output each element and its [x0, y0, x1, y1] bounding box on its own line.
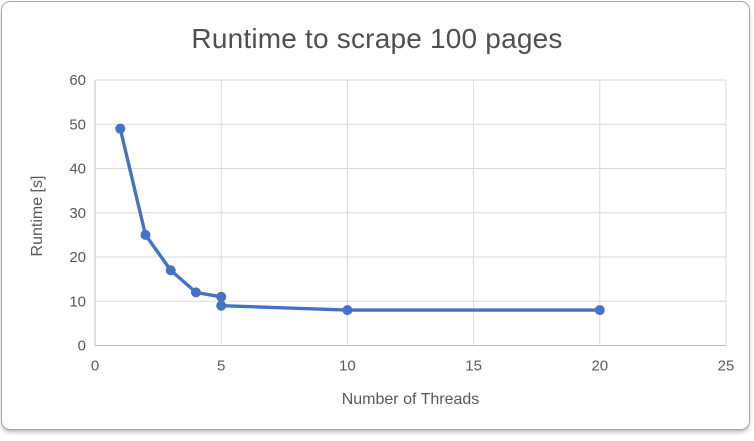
- data-point: [216, 291, 227, 302]
- data-point: [190, 287, 201, 298]
- x-tick-label: 0: [91, 358, 99, 375]
- y-tick-label: 0: [78, 338, 86, 355]
- x-tick-label: 5: [217, 358, 225, 375]
- data-point: [140, 229, 151, 240]
- x-tick-label: 20: [591, 358, 608, 375]
- chart-card: [1, 1, 750, 430]
- data-point: [115, 123, 126, 134]
- y-tick-label: 60: [69, 72, 86, 89]
- data-point: [594, 305, 605, 316]
- data-point: [165, 265, 176, 276]
- y-tick-label: 10: [69, 293, 86, 310]
- y-tick-label: 50: [69, 116, 86, 133]
- y-tick-label: 40: [69, 161, 86, 178]
- x-tick-label: 10: [339, 358, 356, 375]
- x-tick-label: 25: [718, 358, 735, 375]
- y-tick-label: 30: [69, 205, 86, 222]
- x-tick-label: 15: [465, 358, 482, 375]
- x-axis-title: Number of Threads: [341, 391, 480, 408]
- data-point: [216, 300, 227, 311]
- data-point: [342, 305, 353, 316]
- series-line: [118, 126, 602, 312]
- y-tick-label: 20: [69, 249, 86, 266]
- chart-title: Runtime to scrape 100 pages: [191, 23, 563, 54]
